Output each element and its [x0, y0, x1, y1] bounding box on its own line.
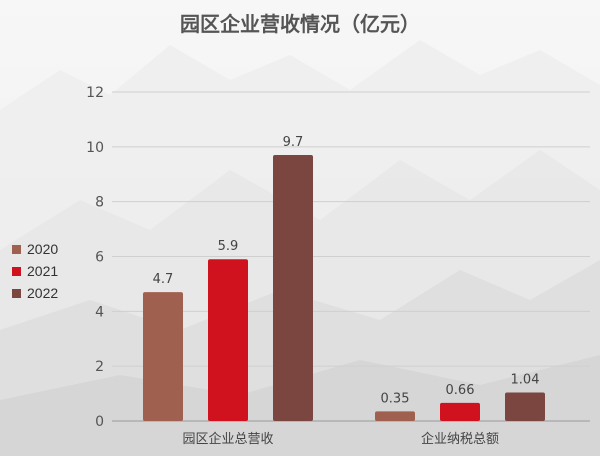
data-labels: 4.7 5.9 9.7 0.35 0.66 1.04 [153, 135, 540, 406]
data-label: 4.7 [153, 272, 174, 287]
x-category-label: 园区企业总营收 [182, 431, 273, 447]
data-label: 9.7 [283, 135, 304, 150]
y-tick-label: 2 [95, 359, 104, 375]
y-tick-label: 6 [95, 250, 104, 266]
legend-item: 2022 [12, 282, 58, 304]
y-tick-label: 10 [86, 140, 104, 156]
legend-item: 2021 [12, 260, 58, 282]
data-label: 0.35 [381, 391, 410, 406]
legend-label: 2020 [27, 241, 59, 257]
data-label: 5.9 [218, 239, 239, 254]
data-label: 0.66 [446, 383, 475, 398]
legend: 2020 2021 2022 [12, 238, 58, 304]
y-tick-label: 0 [95, 414, 104, 430]
bar [273, 155, 313, 421]
y-tick-label: 8 [95, 195, 104, 211]
legend-label: 2022 [27, 285, 59, 301]
bar [143, 292, 183, 421]
bar [440, 402, 480, 421]
legend-swatch [12, 266, 21, 276]
data-label: 1.04 [511, 372, 540, 387]
chart-title: 园区企业营收情况（亿元） [180, 12, 420, 36]
legend-item: 2020 [12, 238, 58, 260]
legend-label: 2021 [27, 263, 59, 279]
bar [208, 259, 248, 421]
y-tick-label: 12 [86, 85, 104, 101]
legend-swatch [12, 244, 21, 254]
bar [375, 411, 415, 421]
x-axis-categories: 园区企业总营收 企业纳税总额 [182, 431, 499, 447]
bars [143, 155, 545, 421]
x-category-label: 企业纳税总额 [421, 431, 499, 447]
y-axis-ticks: 0 2 4 6 8 10 12 [86, 85, 104, 430]
y-tick-label: 4 [95, 304, 104, 320]
legend-swatch [12, 288, 21, 298]
bar [505, 392, 545, 421]
